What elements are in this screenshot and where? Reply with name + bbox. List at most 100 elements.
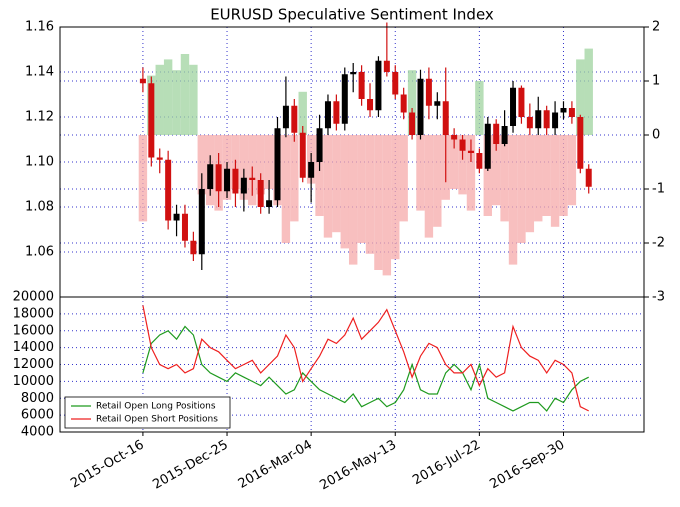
candle-body	[484, 123, 491, 169]
candle-body	[198, 189, 205, 255]
sentiment-bar	[449, 135, 459, 189]
sentiment-bar	[365, 135, 375, 254]
y2-tick-label: 0	[652, 128, 660, 143]
candle-body	[535, 110, 542, 129]
candle-body	[207, 164, 214, 189]
candle-body	[434, 101, 441, 106]
sentiment-bar	[559, 135, 568, 216]
sentiment-bar	[458, 135, 467, 195]
sentiment-bar	[584, 48, 593, 135]
candle-body	[467, 150, 474, 153]
candle-body	[459, 139, 466, 151]
candle-body	[308, 162, 315, 178]
candle-body	[324, 101, 331, 129]
sentiment-bar	[508, 135, 518, 265]
candle-body	[476, 153, 483, 169]
candle-body	[156, 157, 163, 160]
sentiment-bar	[576, 59, 585, 135]
candle-body	[451, 135, 458, 140]
sentiment-bar	[357, 135, 366, 243]
sentiment-bar	[424, 135, 434, 238]
y2-tick-label: 1	[652, 74, 660, 89]
sentiment-bar	[264, 135, 274, 189]
sentiment-bar	[163, 59, 173, 135]
candle-body	[190, 240, 197, 255]
candle-body	[282, 105, 289, 129]
candle-body	[577, 117, 584, 169]
y-tick-label: 1.06	[25, 245, 54, 260]
sentiment-bar	[374, 135, 383, 270]
candle-body	[510, 87, 517, 126]
sentiment-bar	[281, 135, 291, 243]
candle-body	[165, 159, 172, 221]
sentiment-bar	[567, 135, 577, 206]
candle-body	[358, 72, 365, 99]
candle-body	[501, 126, 508, 144]
candle-body	[568, 108, 575, 117]
sentiment-bar	[491, 135, 501, 206]
candle-body	[232, 168, 239, 194]
sentiment-bar	[416, 135, 425, 211]
candle-body	[215, 164, 222, 192]
candle-body	[552, 112, 559, 129]
sentiment-bar	[517, 135, 526, 243]
candle-body	[316, 128, 323, 162]
candle-body	[400, 94, 407, 113]
y-tick-label: 20000	[13, 290, 54, 305]
y2-tick-label: -2	[652, 236, 665, 251]
y-tick-label: 1.16	[25, 20, 54, 35]
sentiment-bar	[298, 91, 307, 135]
sentiment-bar	[180, 54, 190, 135]
candle-body	[442, 101, 449, 135]
sentiment-bar	[348, 135, 358, 265]
candle-body	[560, 108, 567, 113]
sentiment-bar	[399, 135, 408, 222]
series-line	[142, 305, 589, 412]
candle-body	[409, 112, 416, 135]
sentiment-bar	[550, 135, 560, 227]
candle-body	[518, 87, 525, 117]
candle-body	[249, 177, 256, 180]
sentiment-bar	[483, 135, 492, 216]
sentiment-bar	[433, 135, 442, 227]
candle-body	[224, 168, 231, 192]
sentiment-bar	[542, 135, 551, 216]
y-tick-label: 1.14	[25, 65, 54, 80]
candle-body	[392, 72, 399, 95]
candle-body	[274, 128, 281, 201]
sentiment-bar	[155, 64, 164, 135]
sentiment-bar	[138, 135, 148, 222]
y2-tick-label: -3	[652, 290, 665, 305]
candle-body	[383, 60, 390, 72]
plot-frame	[59, 296, 645, 433]
y-tick-label: 1.10	[25, 155, 54, 170]
candle-body	[375, 60, 382, 111]
sentiment-bar	[466, 135, 476, 211]
candle-body	[585, 168, 592, 187]
sentiment-bar	[256, 135, 265, 195]
y-tick-label: 4000	[21, 425, 54, 440]
y-tick-label: 6000	[21, 408, 54, 423]
candle-body	[240, 177, 247, 194]
y-tick-label: 18000	[13, 306, 54, 321]
candle-body	[543, 110, 550, 129]
series-line	[142, 325, 589, 412]
sentiment-bar	[239, 135, 249, 200]
sentiment-bar	[197, 135, 206, 195]
candle-body	[148, 83, 155, 158]
y-tick-label: 8000	[21, 391, 54, 406]
sentiment-bar	[391, 135, 400, 260]
sentiment-bar	[315, 135, 324, 216]
y-tick-label: 1.08	[25, 200, 54, 215]
sentiment-bar	[340, 135, 349, 249]
candle-body	[417, 78, 424, 135]
sentiment-bar	[382, 135, 392, 276]
candle-body	[341, 74, 348, 124]
y-tick-label: 16000	[13, 323, 54, 338]
candle-body	[493, 123, 500, 144]
sentiment-bar	[500, 135, 509, 222]
sentiment-bar	[475, 81, 484, 135]
y-tick-label: 14000	[13, 340, 54, 355]
sentiment-bar	[172, 70, 181, 135]
